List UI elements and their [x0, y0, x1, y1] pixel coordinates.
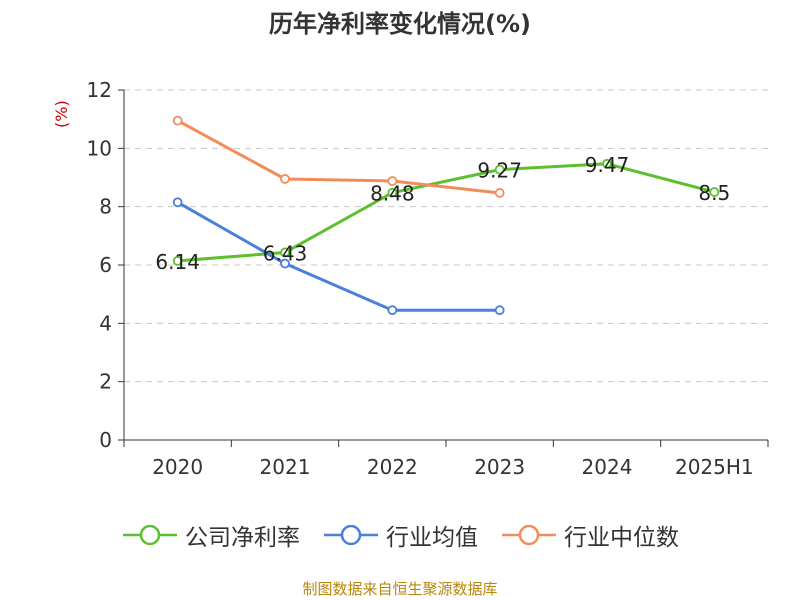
- series-line: [177, 162, 715, 263]
- data-label: 9.27: [477, 159, 522, 183]
- legend-item[interactable]: 行业中位数: [500, 518, 679, 552]
- y-tick-label: 0: [99, 428, 112, 452]
- data-point: [280, 174, 290, 184]
- y-tick-label: 4: [99, 311, 112, 335]
- series-line: [176, 200, 500, 312]
- legend-label: 行业中位数: [564, 525, 679, 551]
- data-label: 6.43: [263, 241, 308, 265]
- chart-title: 历年净利率变化情况(%): [269, 10, 531, 38]
- data-point: [602, 158, 612, 169]
- data-point: [494, 164, 505, 175]
- legend-marker: [518, 525, 540, 545]
- legend-label: 公司净利率: [185, 525, 300, 551]
- x-tick-label: 2023: [474, 455, 525, 479]
- data-label: 9.47: [585, 153, 630, 177]
- data-source: 制图数据来自恒生聚源数据库: [302, 580, 498, 598]
- data-point: [387, 305, 398, 316]
- legend-label: 行业均值: [386, 525, 478, 551]
- data-label: 6.14: [155, 250, 200, 274]
- x-tick-label: 2024: [582, 455, 633, 479]
- legend-swatch: [502, 525, 556, 545]
- data-point: [494, 188, 505, 198]
- y-tick-label: 8: [99, 195, 112, 219]
- legend-marker: [139, 525, 161, 545]
- data-point: [280, 247, 290, 258]
- data-point: [387, 187, 398, 198]
- y-tick-label: 2: [99, 370, 112, 394]
- data-point: [280, 258, 290, 269]
- legend-item[interactable]: 行业均值: [322, 518, 478, 552]
- x-tick-label: 2022: [367, 455, 418, 479]
- legend-item[interactable]: 公司净利率: [121, 518, 300, 552]
- data-point: [172, 256, 183, 266]
- data-point: [709, 187, 720, 197]
- legend-swatch: [123, 525, 177, 545]
- series-line: [176, 119, 500, 195]
- data-point: [172, 115, 183, 126]
- x-tick-label: 2020: [152, 455, 203, 479]
- x-tick-label: 2021: [260, 455, 311, 479]
- y-tick-label: 12: [87, 78, 112, 102]
- x-tick-label: 2025H1: [675, 455, 754, 479]
- legend-marker: [340, 525, 362, 545]
- y-tick-label: 6: [99, 253, 112, 277]
- data-label: 8.48: [370, 182, 415, 206]
- data-label: 8.5: [698, 181, 730, 205]
- data-point: [494, 305, 505, 316]
- legend: 公司净利率 行业均值 行业中位数: [0, 518, 800, 552]
- y-tick-label: 10: [87, 136, 112, 160]
- legend-swatch: [324, 525, 378, 545]
- data-point: [387, 176, 398, 186]
- data-point: [172, 197, 183, 208]
